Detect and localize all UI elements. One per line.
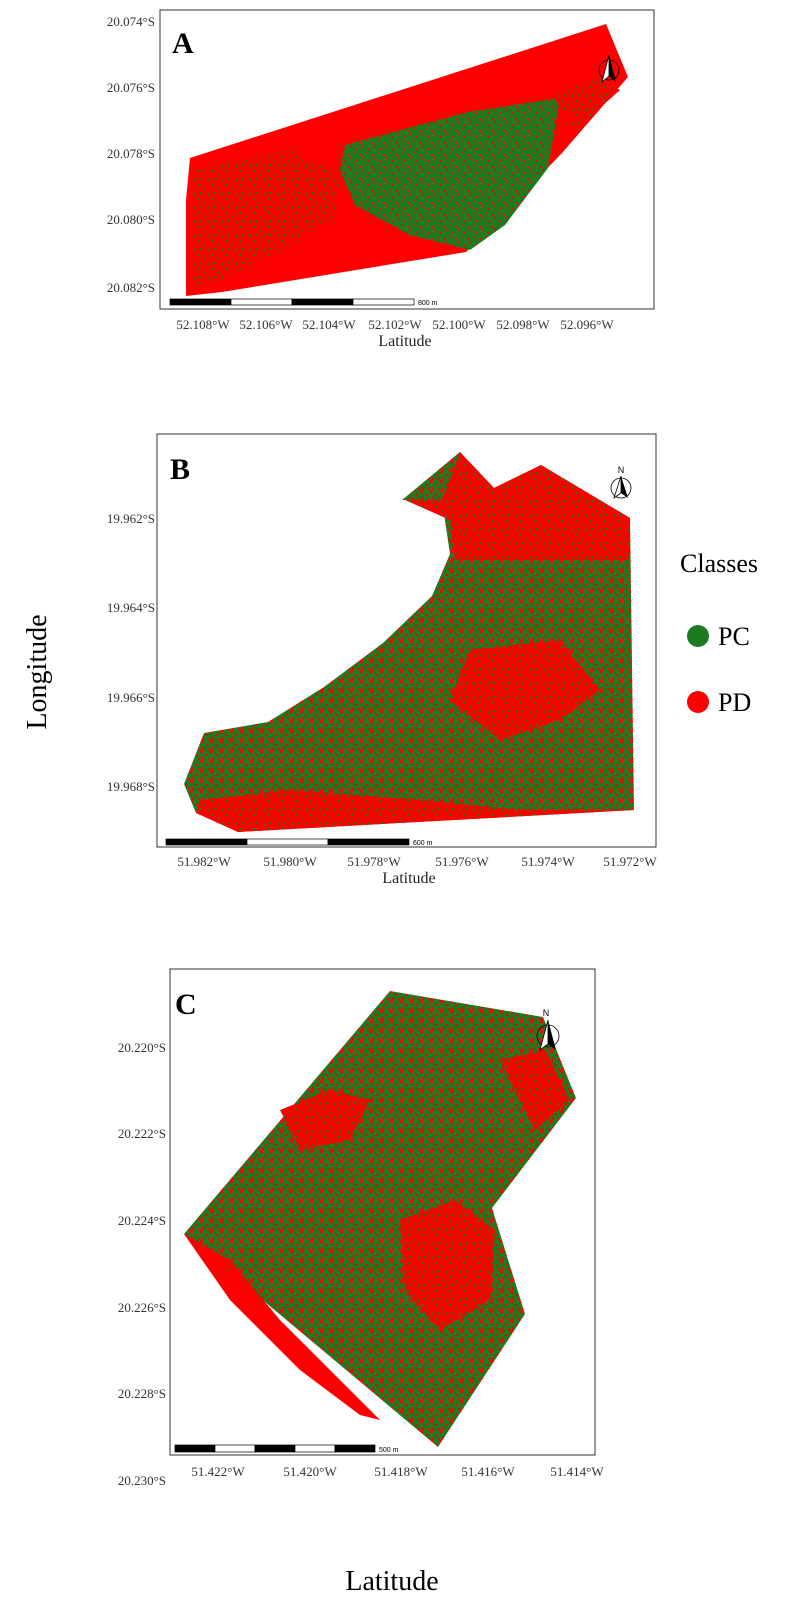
x-tick-label: 52.100°W [432, 317, 486, 332]
x-tick-label: 52.098°W [496, 317, 550, 332]
north-letter: N [543, 1008, 550, 1018]
x-tick-label: 51.416°W [461, 1464, 515, 1479]
north-arrow-right [621, 476, 628, 498]
panel-c-scale-label: 500 m [379, 1447, 399, 1454]
panel-b-north-arrow: N [610, 465, 632, 500]
scale-segment [165, 838, 248, 846]
panel-b-pd-center-patch [450, 640, 600, 740]
y-tick-label: 20.082°S [107, 280, 155, 295]
y-tick-label: 20.230°S [118, 1473, 166, 1488]
x-tick-label: 51.422°W [191, 1464, 245, 1479]
x-tick-label: 52.108°W [176, 317, 230, 332]
y-tick-label: 20.220°S [118, 1040, 166, 1055]
y-tick-label: 20.080°S [107, 212, 155, 227]
legend: Classes PC PD [680, 549, 758, 717]
legend-swatch-pd [687, 691, 709, 713]
x-tick-label: 51.974°W [521, 854, 575, 869]
x-tick-label: 51.420°W [283, 1464, 337, 1479]
legend-label-pc: PC [718, 622, 750, 651]
x-tick-label: 51.418°W [374, 1464, 428, 1479]
north-arrow-right [609, 55, 616, 82]
scale-segment [334, 1444, 376, 1453]
panel-b-y-ticks: 19.962°S 19.964°S 19.966°S 19.968°S [107, 511, 155, 794]
scale-segment [169, 298, 232, 306]
panel-a-pd-edge-patch [552, 78, 620, 130]
panel-c: C N 500 m 20.220°S 20.222°S 20.224°S [118, 968, 604, 1488]
panel-c-pd-north-patch [280, 1090, 370, 1150]
x-tick-label: 51.976°W [435, 854, 489, 869]
scale-segment [246, 838, 329, 846]
scale-segment [230, 298, 293, 306]
y-tick-label: 20.076°S [107, 80, 155, 95]
panel-b: B N 600 m 19.962°S 19.964°S 19.966°S 19.… [107, 433, 657, 887]
panel-a-pd-mixed-patch [192, 150, 340, 290]
scale-segment [291, 298, 354, 306]
x-tick-label: 51.414°W [550, 1464, 604, 1479]
panel-a-x-ticks: 52.108°W 52.106°W 52.104°W 52.102°W 52.1… [176, 317, 614, 332]
y-tick-label: 19.964°S [107, 600, 155, 615]
panel-a-map [186, 24, 628, 296]
panel-a-letter: A [172, 27, 194, 60]
panel-c-pd-east-patch [500, 1050, 570, 1130]
legend-title: Classes [680, 549, 758, 578]
legend-swatch-pc [687, 625, 709, 647]
panel-a: A 800 m 20.074°S 20.076°S 20.078°S 20.08… [107, 9, 655, 350]
y-tick-label: 20.078°S [107, 146, 155, 161]
x-tick-label: 51.980°W [263, 854, 317, 869]
figure-x-axis-title: Latitude [345, 1566, 438, 1597]
scale-segment [327, 838, 410, 846]
panel-c-pd-edge-patch [184, 1234, 380, 1420]
y-tick-label: 20.074°S [107, 14, 155, 29]
panel-a-north-arrow [598, 54, 620, 84]
panel-b-x-title: Latitude [382, 870, 435, 887]
panel-c-study-area [184, 991, 576, 1447]
panel-c-letter: C [175, 988, 197, 1021]
x-tick-label: 52.106°W [239, 317, 293, 332]
scale-segment [352, 298, 415, 306]
panel-a-pc-patch [340, 98, 560, 250]
x-tick-label: 52.102°W [368, 317, 422, 332]
x-tick-label: 52.096°W [560, 317, 614, 332]
x-tick-label: 52.104°W [302, 317, 356, 332]
panel-c-x-ticks: 51.422°W 51.420°W 51.418°W 51.416°W 51.4… [191, 1464, 604, 1479]
panel-c-y-ticks: 20.220°S 20.222°S 20.224°S 20.226°S 20.2… [118, 1040, 166, 1488]
panel-a-scale-label: 800 m [418, 300, 438, 307]
y-tick-label: 19.962°S [107, 511, 155, 526]
x-tick-label: 51.978°W [347, 854, 401, 869]
panel-a-x-title: Latitude [378, 333, 431, 350]
panel-b-letter: B [170, 453, 190, 486]
y-tick-label: 20.228°S [118, 1386, 166, 1401]
y-tick-label: 19.966°S [107, 690, 155, 705]
panel-a-y-ticks: 20.074°S 20.076°S 20.078°S 20.080°S 20.0… [107, 14, 155, 295]
scale-segment [294, 1444, 336, 1453]
y-tick-label: 20.226°S [118, 1300, 166, 1315]
scale-segment [254, 1444, 296, 1453]
x-tick-label: 51.982°W [177, 854, 231, 869]
panel-b-map [184, 452, 634, 832]
y-tick-label: 20.222°S [118, 1126, 166, 1141]
panel-c-scale-bar: 500 m [174, 1444, 399, 1454]
panel-a-scale-bar: 800 m [169, 298, 438, 307]
legend-item-pd: PD [687, 688, 751, 717]
panel-b-scale-label: 600 m [413, 840, 433, 847]
scale-segment [174, 1444, 216, 1453]
panel-b-pd-south-patch [196, 790, 634, 832]
legend-item-pc: PC [687, 622, 750, 651]
panel-b-x-ticks: 51.982°W 51.980°W 51.978°W 51.976°W 51.9… [177, 854, 657, 869]
north-arrow-right [548, 1020, 556, 1050]
scale-segment [214, 1444, 256, 1453]
x-tick-label: 51.972°W [603, 854, 657, 869]
panel-c-north-arrow: N [536, 1008, 560, 1052]
panel-b-pd-north-patch [405, 452, 630, 560]
panel-c-pd-center-patch [400, 1200, 495, 1330]
panel-c-map [184, 991, 576, 1447]
y-tick-label: 20.224°S [118, 1213, 166, 1228]
north-letter: N [618, 465, 625, 475]
figure-y-axis-title: Longitude [22, 614, 53, 729]
panel-b-scale-bar: 600 m [165, 838, 433, 847]
legend-label-pd: PD [718, 688, 751, 717]
y-tick-label: 19.968°S [107, 779, 155, 794]
